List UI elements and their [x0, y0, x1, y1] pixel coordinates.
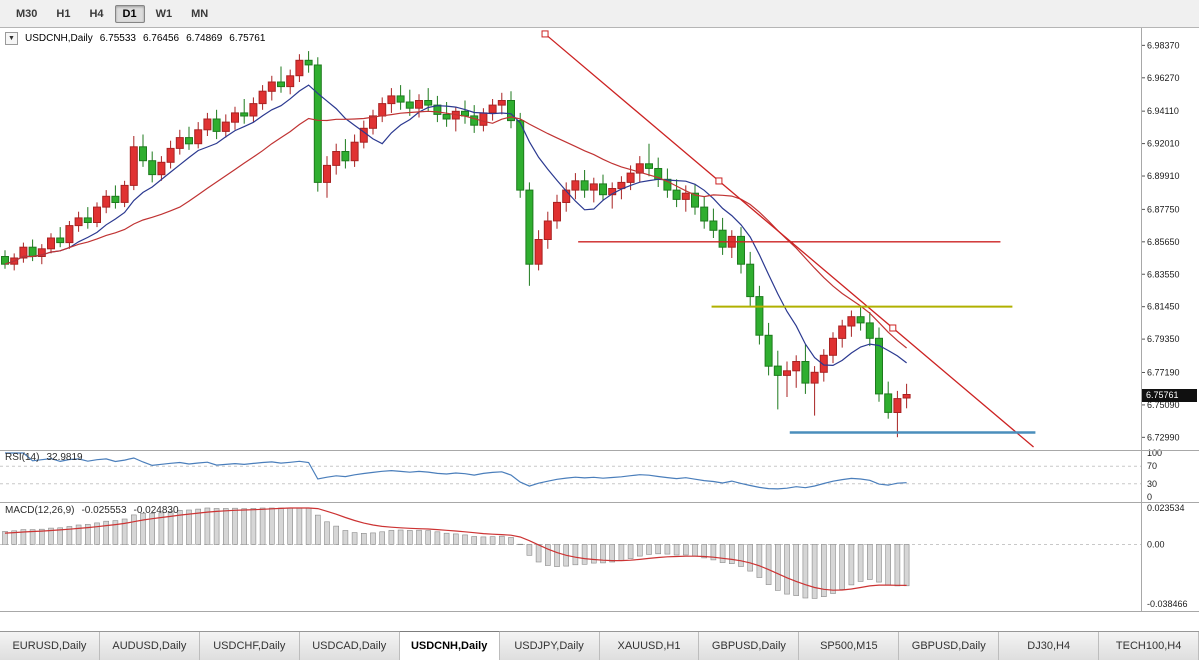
- svg-text:6.75090: 6.75090: [1147, 400, 1180, 410]
- chart-tab-eurusd-daily[interactable]: EURUSD,Daily: [0, 632, 100, 660]
- main-chart-panel[interactable]: [1, 51, 911, 438]
- last-price-badge: 6.75761: [1142, 388, 1197, 402]
- timeframe-button-m30[interactable]: M30: [16, 7, 38, 20]
- rsi-name: RSI(14): [5, 452, 40, 463]
- chart-canvas[interactable]: 6.98370 6.96270 6.94110 6.92010 6.89910 6.877…: [0, 28, 1199, 631]
- ohlc-low: 6.74869: [186, 33, 223, 44]
- chart-tab-gbpusd-daily[interactable]: GBPUSD,Daily: [899, 632, 1000, 660]
- price-axis[interactable]: 6.98370 6.96270 6.94110 6.92010 6.89910 6.877…: [1141, 40, 1180, 442]
- svg-text:6.77190: 6.77190: [1147, 367, 1180, 377]
- macd-panel[interactable]: 0.023534 0.00 -0.038466: [0, 503, 1188, 609]
- timeframe-toolbar: M30 H1 H4 D1 W1 MN: [0, 0, 1199, 28]
- svg-text:0.00: 0.00: [1147, 539, 1165, 549]
- chart-tab-audusd-daily[interactable]: AUDUSD,Daily: [99, 632, 200, 660]
- macd-main-value: -0.025553: [81, 505, 127, 516]
- svg-text:100: 100: [1147, 448, 1162, 458]
- chart-tab-bar: EURUSD,Daily AUDUSD,Daily USDCHF,Daily USDC…: [0, 631, 1199, 660]
- macd-name: MACD(12,26,9): [5, 505, 75, 516]
- macd-signal-value: -0.024830: [133, 505, 179, 516]
- chart-tab-gbpusd-daily[interactable]: GBPUSD,Daily: [699, 632, 800, 660]
- svg-text:0.023534: 0.023534: [1147, 503, 1185, 513]
- svg-text:6.72990: 6.72990: [1147, 432, 1180, 442]
- rsi-panel[interactable]: 100 70 30 0: [0, 448, 1162, 502]
- ohlc-close: 6.75761: [229, 33, 266, 44]
- chart-tab-tech100-h4[interactable]: TECH100,H4: [1099, 632, 1199, 660]
- macd-indicator-label: MACD(12,26,9) -0.025553 -0.024830: [5, 505, 179, 516]
- timeframe-button-h4[interactable]: H4: [89, 7, 104, 20]
- svg-text:6.98370: 6.98370: [1147, 40, 1180, 50]
- panel-separators: [0, 28, 1199, 612]
- chart-tab-usdcnh-daily[interactable]: USDCNH,Daily: [399, 631, 500, 660]
- chart-title: ▼ USDCNH,Daily 6.75533 6.76456 6.74869 6…: [5, 32, 265, 45]
- chart-objects[interactable]: [541, 30, 1036, 448]
- ohlc-high: 6.76456: [142, 33, 180, 44]
- timeframe-button-h1[interactable]: H1: [56, 7, 71, 20]
- svg-text:6.87750: 6.87750: [1147, 204, 1180, 214]
- svg-text:6.79350: 6.79350: [1147, 334, 1180, 344]
- chart-symbol-label: USDCNH,Daily: [25, 33, 93, 44]
- svg-text:6.94110: 6.94110: [1147, 106, 1179, 116]
- chart-tab-sp500-m15[interactable]: SP500,M15: [799, 632, 900, 660]
- chart-tab-usdjpy-daily[interactable]: USDJPY,Daily: [499, 632, 600, 660]
- rsi-indicator-label: RSI(14) 32.9819: [5, 452, 83, 463]
- timeframe-button-mn[interactable]: MN: [191, 7, 209, 20]
- svg-text:-0.038466: -0.038466: [1147, 599, 1188, 609]
- svg-text:6.83550: 6.83550: [1147, 269, 1180, 279]
- svg-text:0: 0: [1147, 492, 1152, 502]
- rsi-value: 32.9819: [46, 452, 83, 463]
- timeframe-button-d1[interactable]: D1: [114, 4, 145, 23]
- svg-text:6.92010: 6.92010: [1147, 139, 1180, 149]
- svg-text:6.96270: 6.96270: [1147, 73, 1180, 83]
- chart-tab-usdchf-daily[interactable]: USDCHF,Daily: [199, 632, 300, 660]
- svg-text:6.81450: 6.81450: [1147, 302, 1180, 312]
- ohlc-open: 6.75533: [99, 33, 136, 44]
- symbol-dropdown-icon[interactable]: ▼: [5, 32, 18, 45]
- chart-tab-usdcad-daily[interactable]: USDCAD,Daily: [299, 632, 400, 660]
- timeframe-button-w1[interactable]: W1: [155, 7, 173, 20]
- svg-text:6.85650: 6.85650: [1147, 237, 1180, 247]
- chart-window: 6.98370 6.96270 6.94110 6.92010 6.89910 6.877…: [0, 28, 1199, 631]
- svg-text:6.89910: 6.89910: [1147, 171, 1180, 181]
- chart-tab-dj30-h4[interactable]: DJ30,H4: [999, 632, 1100, 660]
- svg-text:30: 30: [1147, 479, 1157, 489]
- chart-tab-xauusd-h1[interactable]: XAUUSD,H1: [599, 632, 700, 660]
- svg-text:70: 70: [1147, 461, 1157, 471]
